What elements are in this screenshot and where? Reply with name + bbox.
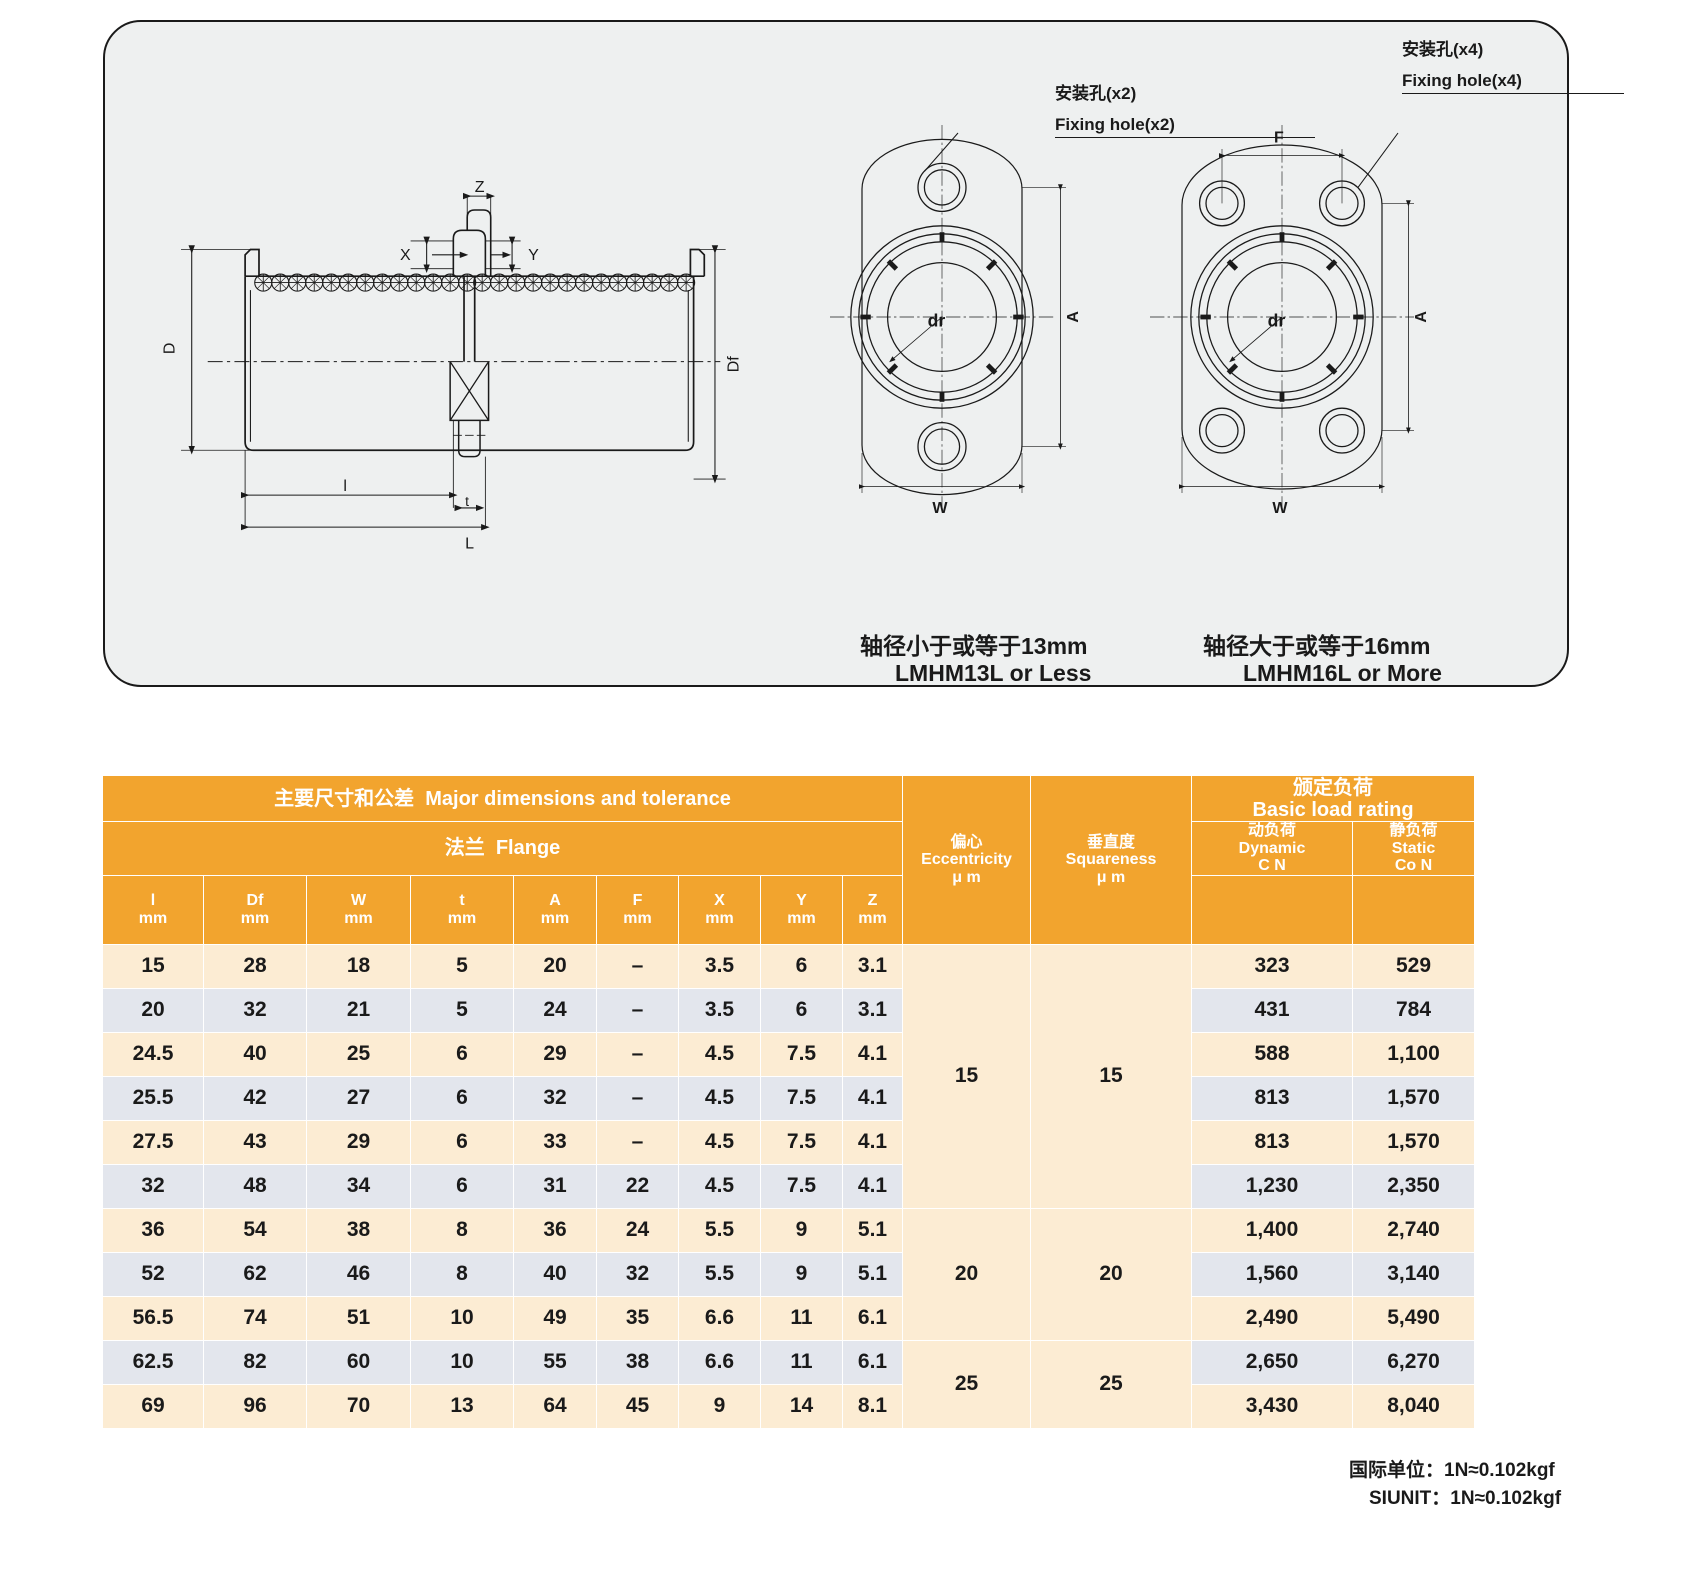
svg-text:Z: Z (475, 179, 485, 196)
svg-text:A: A (1065, 311, 1082, 323)
svg-text:A: A (1413, 311, 1430, 323)
svg-text:t: t (465, 493, 469, 509)
svg-text:W: W (1272, 500, 1288, 517)
svg-text:L: L (465, 536, 474, 553)
svg-text:l: l (343, 478, 347, 495)
svg-text:dr: dr (928, 311, 946, 331)
svg-text:Y: Y (528, 247, 539, 264)
svg-text:Df: Df (725, 356, 742, 373)
svg-text:W: W (932, 500, 948, 517)
svg-text:X: X (400, 247, 411, 264)
svg-text:D: D (162, 343, 179, 355)
svg-text:F: F (1274, 130, 1284, 147)
svg-text:dr: dr (1268, 311, 1286, 331)
